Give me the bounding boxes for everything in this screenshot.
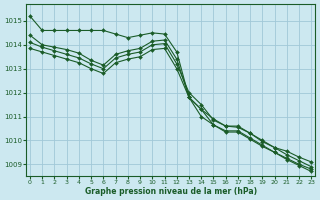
X-axis label: Graphe pression niveau de la mer (hPa): Graphe pression niveau de la mer (hPa): [84, 187, 257, 196]
